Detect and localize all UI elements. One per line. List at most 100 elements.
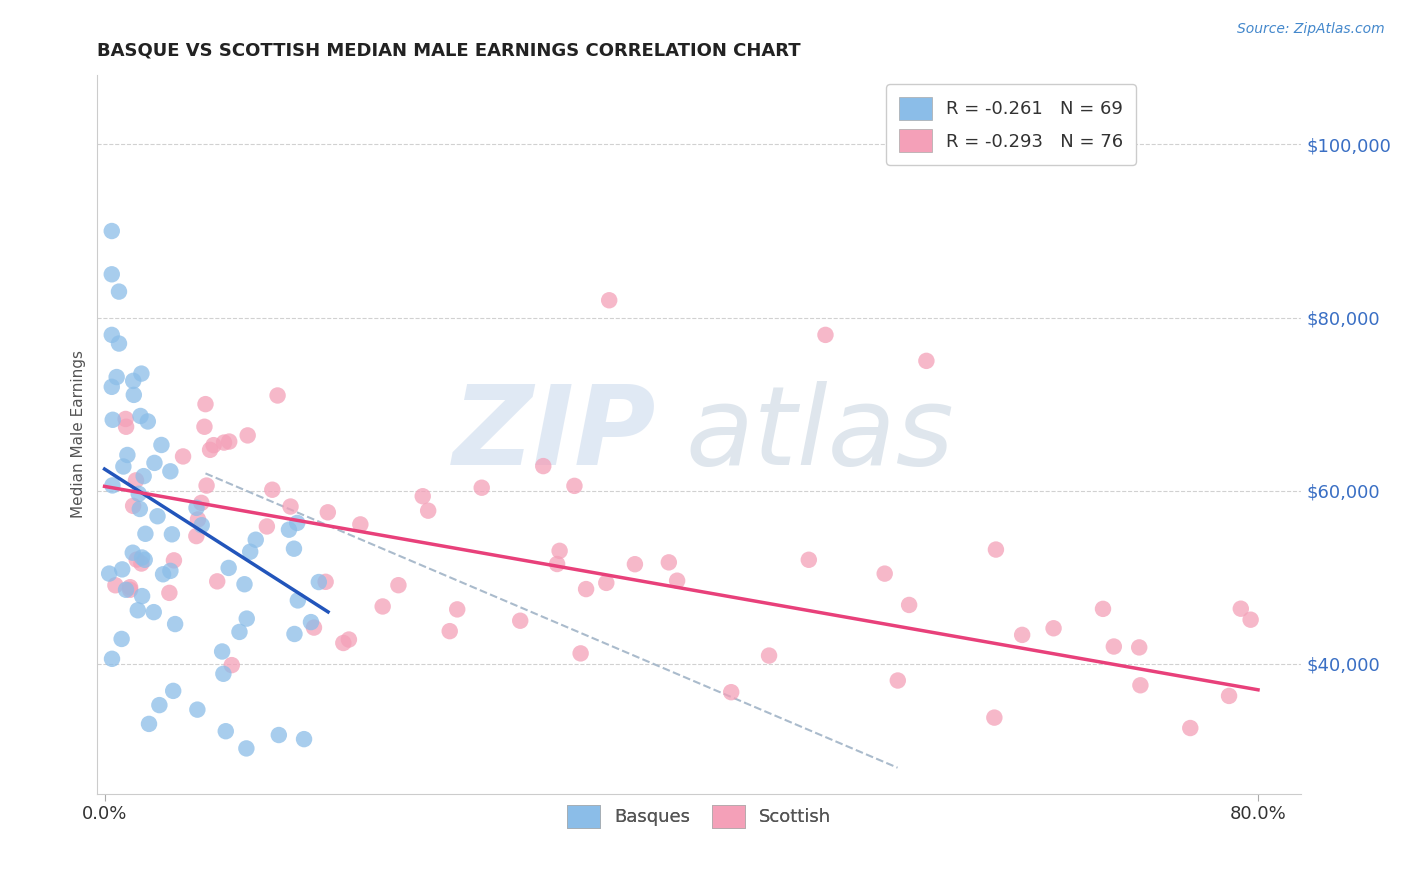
Point xyxy=(235,612,257,626)
Point xyxy=(239,545,262,559)
Point xyxy=(108,336,131,351)
Point xyxy=(439,624,461,639)
Point xyxy=(120,582,142,597)
Point xyxy=(195,478,218,492)
Point xyxy=(1129,678,1152,692)
Point xyxy=(1230,601,1253,615)
Point xyxy=(509,614,531,628)
Point xyxy=(245,533,267,547)
Point xyxy=(108,285,131,299)
Point xyxy=(129,409,152,423)
Point xyxy=(152,567,174,582)
Point xyxy=(111,632,134,646)
Point xyxy=(758,648,780,663)
Point xyxy=(546,557,568,571)
Point xyxy=(915,354,938,368)
Point xyxy=(471,481,494,495)
Point xyxy=(121,546,143,560)
Point xyxy=(1128,640,1150,655)
Point xyxy=(193,419,215,434)
Point xyxy=(337,632,360,647)
Point xyxy=(101,652,124,666)
Text: BASQUE VS SCOTTISH MEDIAN MALE EARNINGS CORRELATION CHART: BASQUE VS SCOTTISH MEDIAN MALE EARNINGS … xyxy=(97,42,801,60)
Point xyxy=(228,624,250,639)
Point xyxy=(873,566,896,581)
Point xyxy=(100,380,122,394)
Point xyxy=(117,448,139,462)
Point xyxy=(1180,721,1202,735)
Text: atlas: atlas xyxy=(685,381,955,488)
Point xyxy=(134,526,156,541)
Point xyxy=(131,589,153,603)
Point xyxy=(898,598,921,612)
Point xyxy=(308,575,330,590)
Point xyxy=(138,717,160,731)
Point xyxy=(160,527,183,541)
Point xyxy=(134,553,156,567)
Text: ZIP: ZIP xyxy=(453,381,657,488)
Point xyxy=(266,388,288,402)
Point xyxy=(128,502,150,516)
Point xyxy=(316,505,339,519)
Point xyxy=(983,710,1005,724)
Point xyxy=(387,578,409,592)
Point xyxy=(111,562,134,576)
Point xyxy=(165,617,187,632)
Point xyxy=(202,438,225,452)
Legend: Basques, Scottish: Basques, Scottish xyxy=(560,797,838,835)
Point xyxy=(115,582,138,597)
Point xyxy=(157,586,180,600)
Point xyxy=(125,552,148,566)
Point xyxy=(112,459,135,474)
Point xyxy=(1011,628,1033,642)
Point xyxy=(131,367,153,381)
Point xyxy=(122,388,145,402)
Point xyxy=(162,684,184,698)
Point xyxy=(131,557,153,571)
Point xyxy=(120,580,142,594)
Point xyxy=(221,658,243,673)
Point xyxy=(1218,689,1240,703)
Point xyxy=(292,732,315,747)
Point xyxy=(98,566,121,581)
Point xyxy=(531,459,554,474)
Point xyxy=(186,703,208,717)
Point xyxy=(1239,613,1261,627)
Point xyxy=(115,419,138,434)
Point xyxy=(412,489,434,503)
Point xyxy=(349,517,371,532)
Point xyxy=(267,728,290,742)
Point xyxy=(198,442,221,457)
Point xyxy=(666,574,689,588)
Point xyxy=(256,519,278,533)
Point xyxy=(418,504,440,518)
Point xyxy=(172,450,194,464)
Point xyxy=(128,487,150,501)
Point xyxy=(1091,602,1114,616)
Point xyxy=(283,627,305,641)
Point xyxy=(159,564,181,578)
Point xyxy=(797,553,820,567)
Point xyxy=(101,478,124,492)
Point xyxy=(598,293,620,308)
Point xyxy=(187,512,209,526)
Point xyxy=(127,603,149,617)
Point xyxy=(131,550,153,565)
Point xyxy=(332,636,354,650)
Point xyxy=(285,516,308,530)
Point xyxy=(150,438,173,452)
Point xyxy=(122,374,145,388)
Point xyxy=(283,541,305,556)
Point xyxy=(233,577,256,591)
Point xyxy=(101,413,124,427)
Point xyxy=(280,500,302,514)
Point xyxy=(287,593,309,607)
Point xyxy=(235,741,257,756)
Point xyxy=(720,685,742,699)
Point xyxy=(218,434,240,449)
Point xyxy=(163,553,186,567)
Point xyxy=(262,483,284,497)
Point xyxy=(159,464,181,478)
Point xyxy=(104,578,127,592)
Point xyxy=(190,518,212,533)
